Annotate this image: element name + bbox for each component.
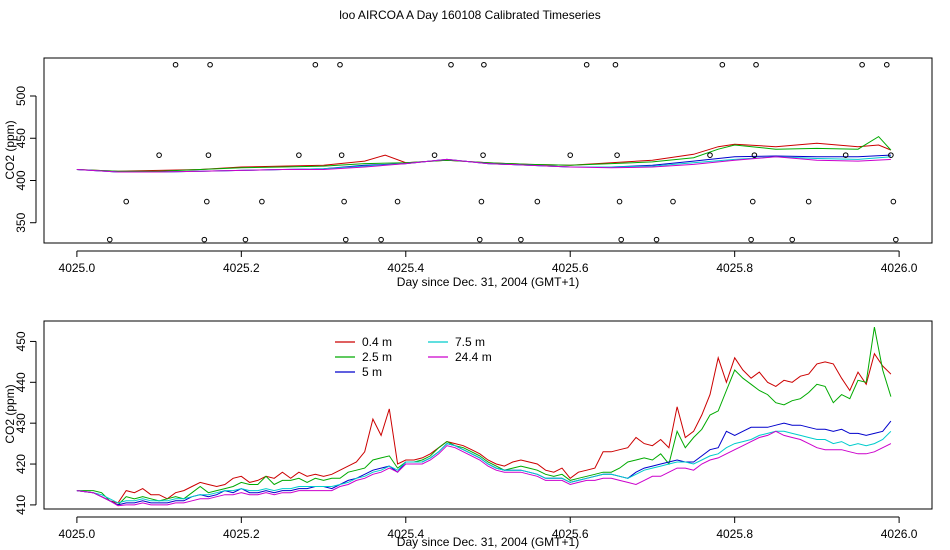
top-series-line (76, 156, 891, 173)
top-open-circle-marker (719, 61, 726, 68)
top-y-tick-label: 450 (14, 128, 28, 148)
bottom-x-tick-label: 4025.8 (716, 527, 753, 541)
top-y-tick-label: 400 (14, 170, 28, 190)
top-x-axis: 4025.0 4025.2 4025.4 4025.6 4025.8 4026.0 (59, 250, 918, 275)
bottom-series-line (76, 327, 892, 506)
bottom-plot-frame (43, 320, 933, 510)
top-x-tick-label: 4025.6 (552, 261, 589, 275)
top-open-circle-marker (842, 152, 849, 158)
bottom-series-line (76, 352, 892, 504)
top-open-circle-marker (567, 152, 574, 158)
bottom-series-line (76, 430, 892, 507)
bottom-x-tick-label: 4025.2 (223, 527, 260, 541)
top-open-circle-marker (394, 198, 401, 205)
top-open-circle-marker (534, 198, 541, 205)
top-open-circle-marker (123, 198, 130, 205)
top-open-circle-marker (890, 198, 897, 205)
top-open-circle-marker (204, 198, 210, 205)
top-open-circle-marker (805, 198, 812, 205)
top-open-circle-marker (338, 152, 345, 158)
top-open-circle-marker (859, 61, 865, 68)
top-x-tick-label: 4025.4 (387, 261, 424, 275)
top-open-circle-marker (205, 152, 212, 158)
bottom-y-axis: 410 420 430 440 450 (14, 331, 37, 515)
top-open-circle-marker (618, 236, 625, 243)
bottom-series-line (76, 430, 892, 504)
top-x-tick-label: 4025.2 (223, 261, 260, 275)
top-open-circle-marker (296, 152, 302, 158)
top-open-circle-marker (789, 236, 796, 243)
top-open-circle-marker (748, 236, 754, 243)
top-plot-frame (43, 57, 933, 244)
top-x-tick-label: 4025.8 (716, 261, 753, 275)
top-open-circle-marker (670, 198, 676, 205)
top-open-circle-marker (753, 61, 759, 68)
top-open-circle-marker (172, 61, 179, 68)
top-open-circle-marker (342, 236, 349, 243)
top-open-circle-marker (653, 236, 660, 243)
top-y-tick-label: 350 (14, 212, 28, 232)
top-open-circle-marker (431, 152, 438, 158)
top-series-group (76, 135, 892, 173)
top-open-circle-marker (583, 61, 590, 68)
figure-title: loo AIRCOA A Day 160108 Calibrated Times… (339, 8, 600, 22)
legend: 0.4 m2.5 m5 m 7.5 m24.4 m (335, 335, 492, 379)
bottom-y-tick-label: 450 (14, 331, 28, 351)
top-open-circle-marker (201, 236, 208, 243)
top-panel: 4025.0 4025.2 4025.4 4025.6 4025.8 4026.0 350… (3, 57, 933, 289)
top-open-circle-marker (341, 198, 347, 205)
top-open-circle-marker (749, 198, 756, 205)
top-y-axis: 350 400 450 500 (14, 86, 37, 233)
top-open-circle-marker (476, 236, 483, 243)
top-open-circle-marker (378, 236, 384, 243)
top-open-circle-marker (337, 61, 343, 68)
top-open-circle-marker (614, 152, 620, 158)
top-open-circle-marker (883, 61, 890, 68)
top-x-tick-label: 4025.0 (59, 261, 96, 275)
bottom-y-tick-label: 440 (14, 372, 28, 392)
top-open-circle-marker (106, 236, 113, 243)
bottom-x-axis-label: Day since Dec. 31, 2004 (GMT+1) (397, 535, 579, 549)
top-markers-group (106, 61, 899, 243)
bottom-y-tick-label: 420 (14, 454, 28, 474)
bottom-y-tick-label: 410 (14, 495, 28, 515)
bottom-x-tick-label: 4025.4 (387, 527, 424, 541)
top-y-tick-label: 500 (14, 86, 28, 106)
bottom-x-tick-label: 4026.0 (881, 527, 918, 541)
legend-label: 0.4 m (362, 335, 392, 349)
top-open-circle-marker (888, 152, 894, 158)
legend-label: 24.4 m (455, 350, 492, 364)
bottom-panel: 4025.0 4025.2 4025.4 4025.6 4025.8 4026.0 410… (3, 320, 933, 549)
legend-label: 5 m (362, 365, 382, 379)
top-x-axis-label: Day since Dec. 31, 2004 (GMT+1) (397, 275, 579, 289)
top-x-tick-label: 4026.0 (881, 261, 918, 275)
bottom-x-axis: 4025.0 4025.2 4025.4 4025.6 4025.8 4026.0 (59, 516, 918, 541)
legend-label: 7.5 m (455, 335, 485, 349)
top-open-circle-marker (480, 152, 486, 158)
top-open-circle-marker (707, 152, 713, 158)
bottom-x-tick-label: 4025.6 (552, 527, 589, 541)
top-open-circle-marker (448, 61, 454, 68)
top-open-circle-marker (478, 198, 485, 205)
top-series-line (76, 135, 892, 172)
top-open-circle-marker (481, 61, 487, 68)
bottom-y-tick-label: 430 (14, 413, 28, 433)
top-open-circle-marker (156, 152, 162, 158)
bottom-x-tick-label: 4025.0 (59, 527, 96, 541)
top-open-circle-marker (207, 61, 213, 68)
top-open-circle-marker (751, 152, 758, 158)
top-open-circle-marker (612, 61, 619, 68)
top-open-circle-marker (242, 236, 249, 243)
top-open-circle-marker (893, 236, 899, 243)
bottom-y-axis-label: CO2 (ppm) (3, 384, 17, 443)
top-y-axis-label: CO2 (ppm) (3, 120, 17, 179)
legend-label: 2.5 m (362, 350, 392, 364)
bottom-series-group (76, 327, 892, 507)
top-open-circle-marker (312, 61, 319, 68)
top-open-circle-marker (518, 236, 524, 243)
top-open-circle-marker (616, 198, 623, 205)
top-open-circle-marker (259, 198, 265, 205)
